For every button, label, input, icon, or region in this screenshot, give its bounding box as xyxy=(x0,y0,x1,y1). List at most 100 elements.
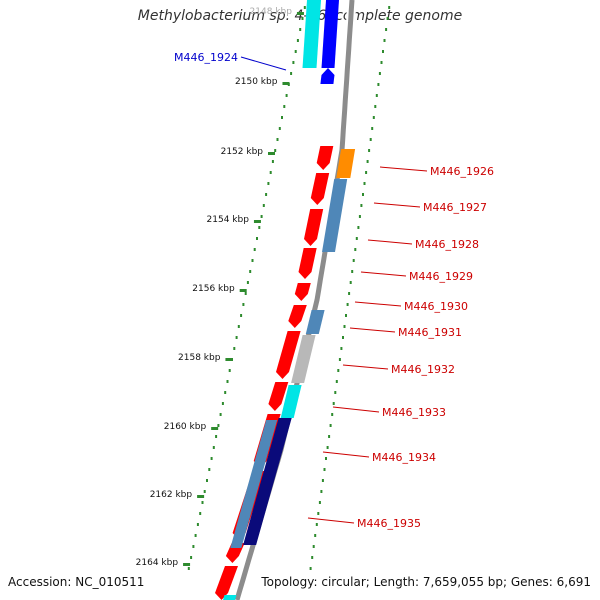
scale-dot-right xyxy=(375,94,378,97)
scale-dot-left xyxy=(240,314,243,317)
scale-dot-left xyxy=(265,193,268,196)
scale-tick-label: 2150 kbp xyxy=(235,77,278,87)
scale-tick-label: 2154 kbp xyxy=(207,215,250,225)
gene-label-m446-1932[interactable]: M446_1932 xyxy=(391,363,455,376)
grey-feature xyxy=(291,335,316,383)
scale-dot-right xyxy=(314,534,317,537)
gene-label-m446-1934[interactable]: M446_1934 xyxy=(372,451,436,464)
forward-gene-arrow xyxy=(268,382,289,411)
scale-dot-left xyxy=(215,435,218,438)
scale-dot-right xyxy=(371,127,374,130)
orange-feature xyxy=(336,149,356,178)
scale-dot-left xyxy=(237,325,240,328)
scale-dot-left xyxy=(283,105,286,108)
scale-dot-right xyxy=(388,6,391,9)
gene-label-m446-1935[interactable]: M446_1935 xyxy=(357,517,421,530)
scale-dot-left xyxy=(196,523,199,526)
scale-dot-right xyxy=(352,259,355,262)
map-title: Methylobacterium sp. 4-46, complete geno… xyxy=(137,8,463,24)
scale-dot-left xyxy=(262,204,265,207)
scale-dot-left xyxy=(244,292,247,295)
gene-label-m446-1928[interactable]: M446_1928 xyxy=(415,238,479,251)
scale-dot-left xyxy=(281,116,283,119)
scale-tick-label: 2164 kbp xyxy=(136,558,179,568)
scale-dot-left xyxy=(210,457,213,460)
gene-label-m446-1927[interactable]: M446_1927 xyxy=(423,201,487,214)
scale-dot-left xyxy=(249,270,252,273)
gene-leader-line xyxy=(240,56,287,71)
cyan-feature xyxy=(302,0,321,68)
scale-dot-left xyxy=(258,226,261,229)
scale-dot-right xyxy=(362,193,364,196)
gene-leader-line xyxy=(322,451,370,458)
scale-dot-right xyxy=(335,380,338,383)
scale-dot-left xyxy=(285,94,288,97)
scale-dot-right xyxy=(343,325,346,328)
scale-dots-layer xyxy=(187,6,391,570)
scale-dot-left xyxy=(228,369,231,372)
scale-dot-right xyxy=(346,303,349,306)
scale-dot-right xyxy=(311,556,314,559)
gene-label-m446-1933[interactable]: M446_1933 xyxy=(382,406,446,419)
scale-tick xyxy=(225,358,233,361)
forward-gene-arrow xyxy=(304,209,324,246)
scale-dot-left xyxy=(296,39,299,42)
scale-dot-right xyxy=(328,435,331,438)
scale-dot-right xyxy=(377,83,380,86)
gene-leader-line xyxy=(373,202,421,208)
gene-leader-line xyxy=(349,327,396,333)
scale-dot-left xyxy=(269,171,272,174)
scale-dot-left xyxy=(246,281,249,284)
steel-feature-inner xyxy=(230,420,278,548)
scale-dot-left xyxy=(201,501,204,504)
steel-feature xyxy=(322,179,348,252)
scale-dot-left xyxy=(212,446,215,449)
steel-feature xyxy=(305,310,325,334)
scale-dot-right xyxy=(368,149,371,152)
scale-dot-left xyxy=(278,127,281,130)
gene-label-m446-1930[interactable]: M446_1930 xyxy=(404,300,468,313)
gene-label-m446-1929[interactable]: M446_1929 xyxy=(409,270,473,283)
scale-dot-right xyxy=(320,490,323,493)
reverse-gene-arrow-highlight xyxy=(320,68,335,84)
scale-dot-left xyxy=(251,259,254,262)
scale-dot-left xyxy=(226,380,229,383)
scale-dot-right xyxy=(326,446,329,449)
scale-dot-left xyxy=(194,534,197,537)
feature-tracks-layer xyxy=(215,0,356,600)
scale-tick xyxy=(183,563,191,566)
scale-dot-right xyxy=(357,226,360,229)
scale-dot-right xyxy=(315,523,318,526)
scale-dot-right xyxy=(329,424,332,427)
scale-ticks-layer: 2148 kbp 2150 kbp 2152 kbp 2154 kbp 2156 kbp… xyxy=(136,7,304,568)
scale-dot-right xyxy=(363,182,366,185)
scale-dot-right xyxy=(383,39,386,42)
scale-dot-right xyxy=(360,204,363,207)
scale-dot-right xyxy=(317,512,320,515)
scale-dot-left xyxy=(260,215,263,218)
scale-dot-left xyxy=(217,424,220,427)
gene-label-m446-1924[interactable]: M446_1924 xyxy=(174,51,238,64)
gene-label-m446-1931[interactable]: M446_1931 xyxy=(398,326,462,339)
scale-tick xyxy=(282,82,290,85)
scale-tick-label: 2162 kbp xyxy=(150,490,193,500)
scale-dot-left xyxy=(208,468,211,471)
scale-tick-label: 2160 kbp xyxy=(164,422,207,432)
gene-leader-line xyxy=(332,406,380,413)
scale-tick xyxy=(197,495,205,498)
scale-dot-right xyxy=(351,270,354,273)
scale-tick xyxy=(253,220,261,223)
scale-dot-left xyxy=(192,545,195,548)
gene-label-m446-1926[interactable]: M446_1926 xyxy=(430,165,494,178)
forward-gene-arrow xyxy=(316,146,334,170)
scale-dot-right xyxy=(355,237,358,240)
scale-dot-left xyxy=(290,72,293,75)
scale-dot-right xyxy=(365,171,368,174)
scale-dot-right xyxy=(340,347,343,350)
gene-leader-line xyxy=(379,166,428,172)
cyan-feature xyxy=(280,385,302,418)
scale-dot-right xyxy=(349,281,352,284)
scale-dot-right xyxy=(385,28,388,31)
scale-dot-left xyxy=(274,149,277,152)
scale-dot-right xyxy=(342,336,344,339)
